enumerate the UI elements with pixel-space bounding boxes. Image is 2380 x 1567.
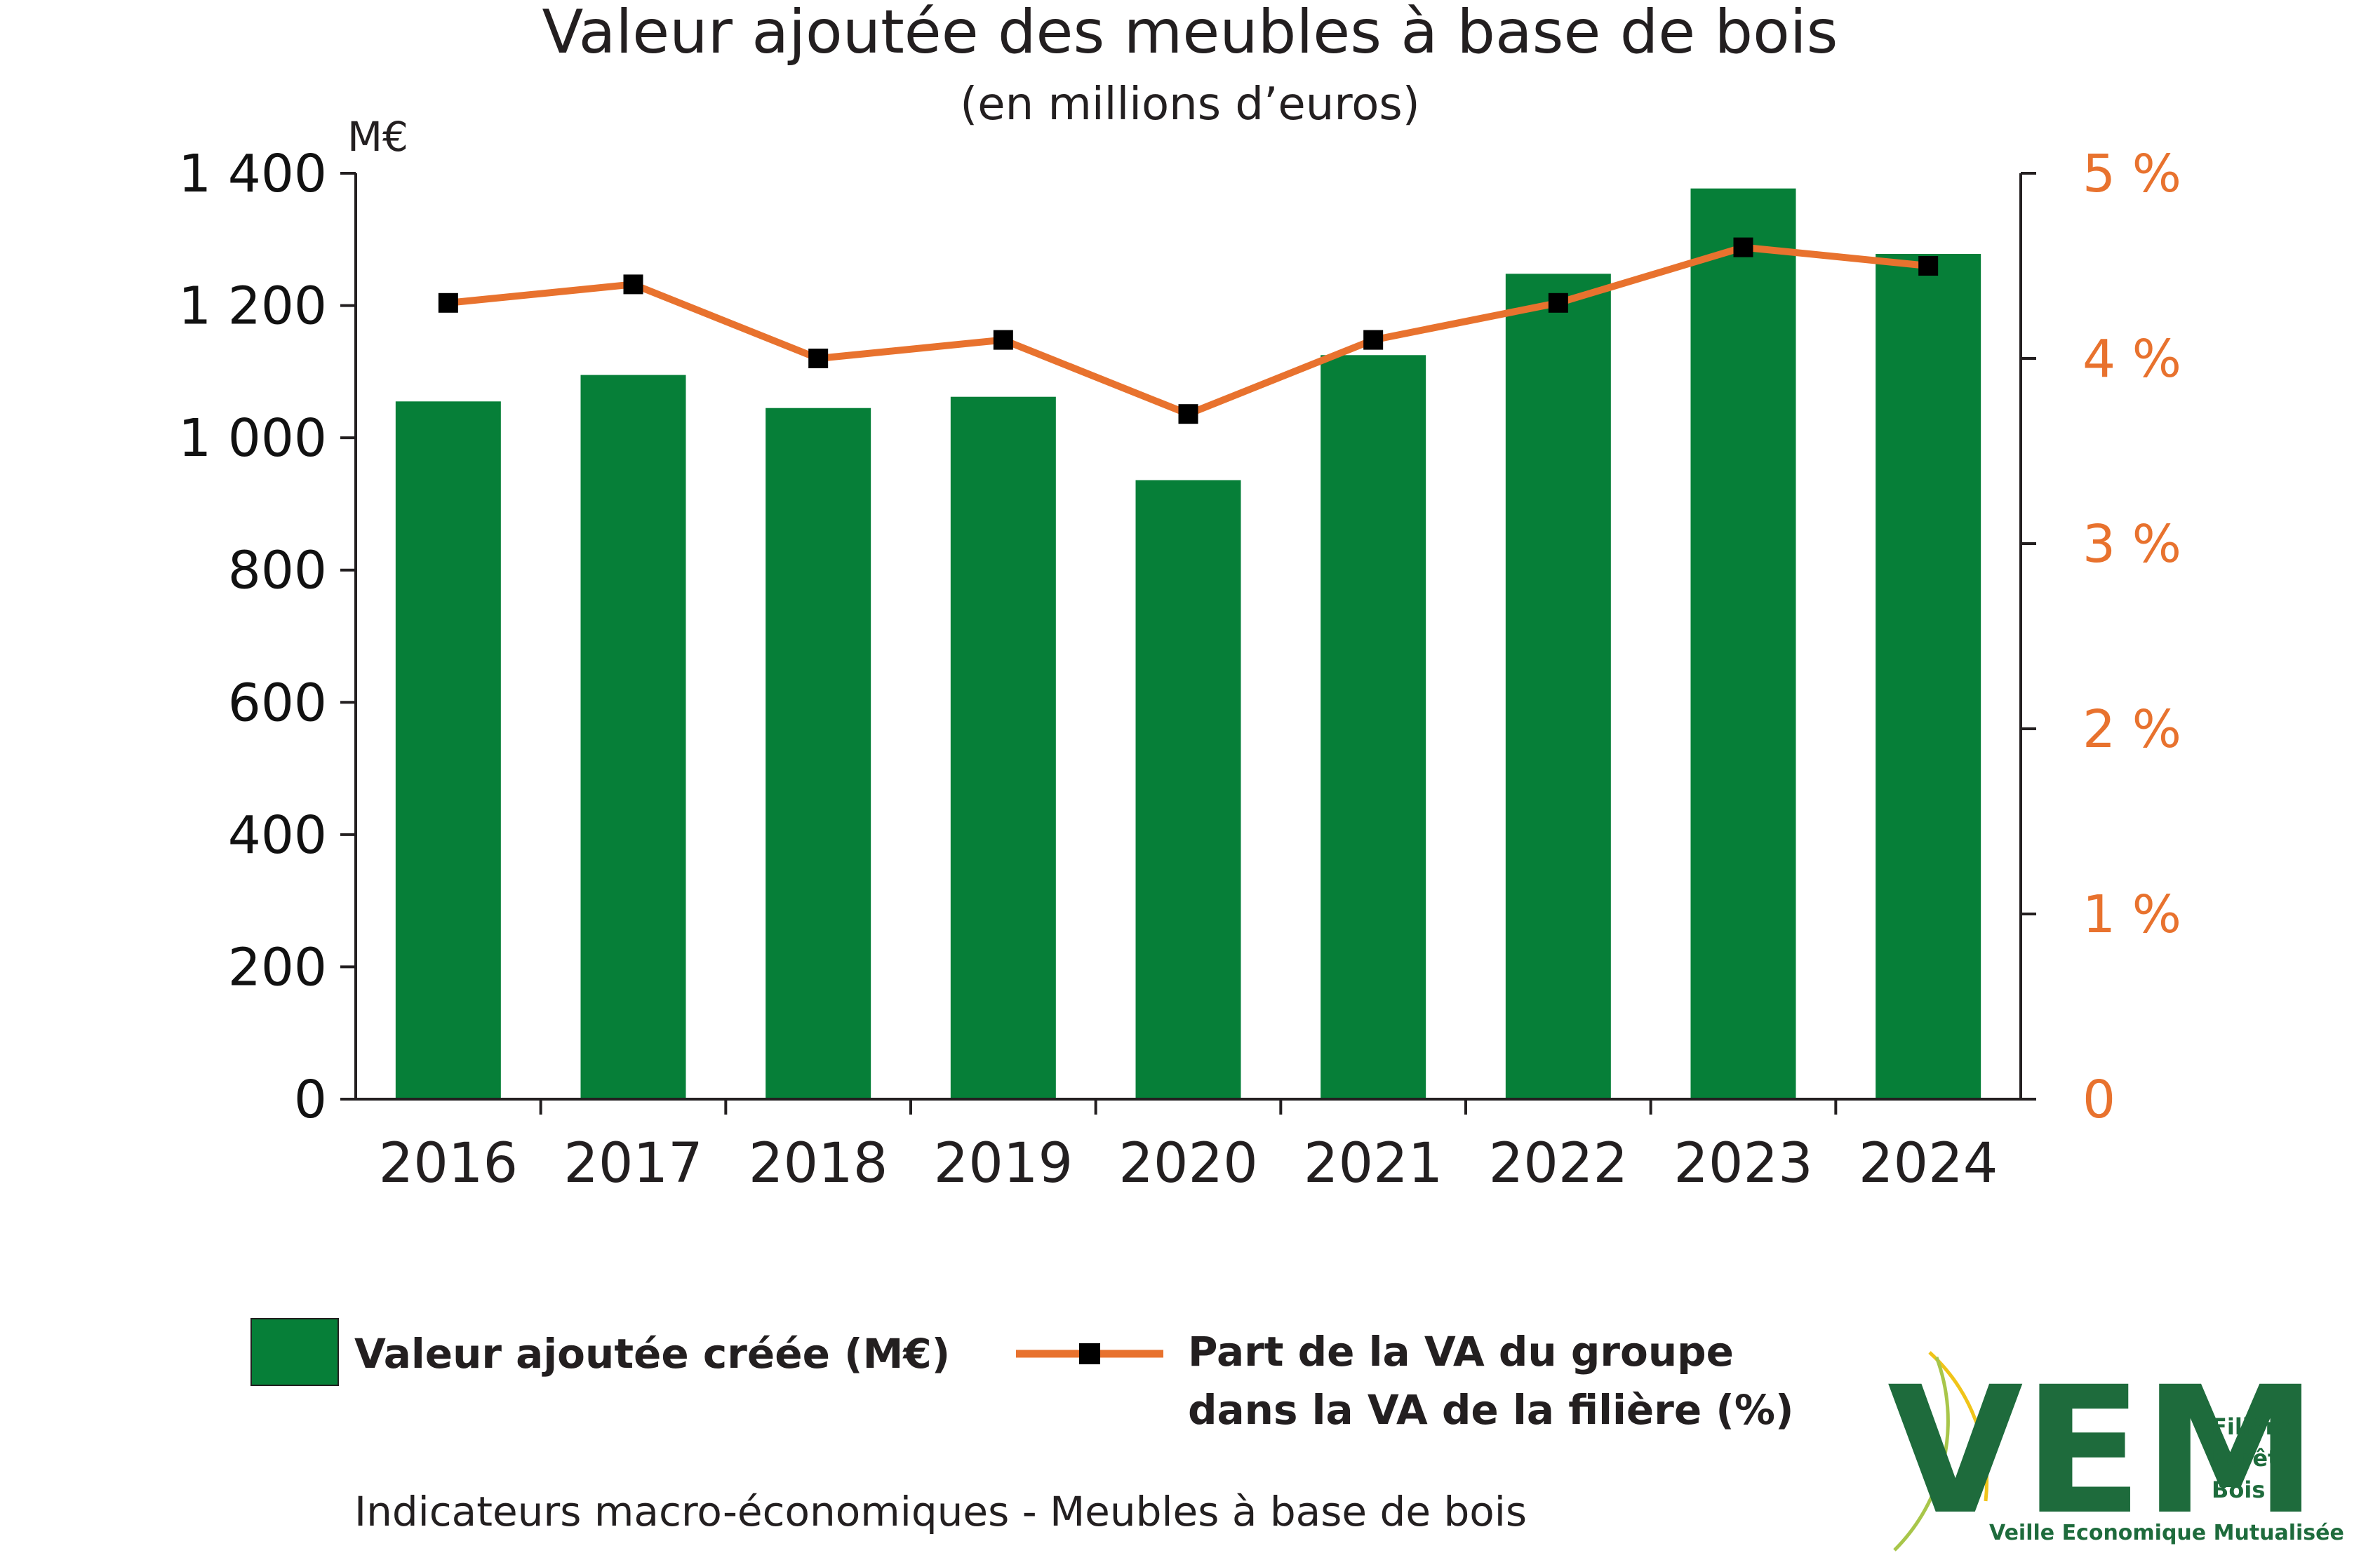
y2-tick-label: 0 bbox=[2082, 1070, 2115, 1130]
x-tick-label: 2019 bbox=[934, 1132, 1074, 1195]
logo-bois: Bois bbox=[2212, 1477, 2265, 1503]
line-marker-2020 bbox=[1178, 404, 1198, 424]
y2-tick-label: 1 % bbox=[2082, 885, 2181, 945]
x-tick-label: 2018 bbox=[749, 1132, 888, 1195]
y-tick-label: 600 bbox=[228, 673, 327, 733]
y-axis-unit: M€ bbox=[347, 113, 408, 161]
logo-filiere: Filière bbox=[2212, 1413, 2292, 1440]
bar-2020 bbox=[1135, 480, 1241, 1099]
legend-line-marker bbox=[1079, 1343, 1100, 1364]
logo-foret: Forêt bbox=[2212, 1445, 2278, 1472]
line-marker-2017 bbox=[623, 274, 643, 295]
left-axis-ticks: 0 200 400 600 800 1 000 1 200 1 400 bbox=[178, 144, 356, 1130]
legend-bar-label: Valeur ajoutée créée (M€) bbox=[354, 1330, 950, 1378]
vem-logo: VEM Filière Forêt Bois Veille Economique… bbox=[1887, 1349, 2344, 1553]
y-tick-label: 0 bbox=[294, 1070, 327, 1130]
x-tick-label: 2023 bbox=[1673, 1132, 1813, 1195]
x-tick-label: 2017 bbox=[563, 1132, 703, 1195]
line-marker-2023 bbox=[1733, 237, 1753, 257]
y-tick-label: 1 400 bbox=[178, 144, 327, 204]
x-tick-label: 2022 bbox=[1489, 1132, 1629, 1195]
bar-series bbox=[395, 188, 1981, 1100]
x-tick-label: 2016 bbox=[379, 1132, 519, 1195]
legend-line-label-1: Part de la VA du groupe bbox=[1188, 1328, 1734, 1376]
line-marker-2024 bbox=[1918, 256, 1939, 276]
line-marker-2021 bbox=[1363, 330, 1384, 350]
y2-tick-label: 4 % bbox=[2082, 329, 2181, 389]
y2-tick-label: 2 % bbox=[2082, 699, 2181, 760]
line-series bbox=[438, 237, 1939, 424]
legend: Valeur ajoutée créée (M€) Part de la VA … bbox=[250, 1318, 1794, 1434]
line-marker-2022 bbox=[1548, 292, 1568, 313]
right-axis-ticks: 0 1 % 2 % 3 % 4 % 5 % bbox=[2021, 144, 2181, 1130]
logo-arc-yellow bbox=[1928, 1351, 1988, 1502]
axes bbox=[354, 173, 2022, 1115]
line-marker-2016 bbox=[438, 292, 458, 313]
bar-2016 bbox=[395, 401, 501, 1099]
chart-subtitle: (en millions d’euros) bbox=[960, 79, 1419, 130]
bar-2024 bbox=[1876, 254, 1981, 1099]
y-tick-label: 400 bbox=[228, 805, 327, 866]
bar-2019 bbox=[950, 396, 1056, 1099]
y-tick-label: 200 bbox=[228, 937, 327, 997]
logo-letters: VEM bbox=[1887, 1349, 2318, 1553]
x-tick-label: 2020 bbox=[1118, 1132, 1258, 1195]
y-tick-label: 800 bbox=[228, 541, 327, 601]
legend-bar-swatch bbox=[250, 1318, 339, 1386]
line-marker-2018 bbox=[808, 349, 829, 368]
bar-2017 bbox=[580, 375, 686, 1099]
x-tick-label: 2021 bbox=[1304, 1132, 1443, 1195]
x-tick-label: 2024 bbox=[1859, 1132, 1998, 1195]
footer-text: Indicateurs macro-économiques - Meubles … bbox=[354, 1488, 1527, 1535]
y-tick-label: 1 000 bbox=[178, 408, 327, 469]
x-axis-ticks: 2016 2017 2018 2019 2020 2021 2022 2023 2024 bbox=[379, 1132, 1998, 1195]
logo-arc-green bbox=[1893, 1357, 1950, 1552]
bar-2022 bbox=[1505, 274, 1611, 1099]
bar-2023 bbox=[1690, 188, 1796, 1100]
bar-2018 bbox=[766, 408, 871, 1099]
chart-title: Valeur ajoutée des meubles à base de boi… bbox=[542, 0, 1838, 67]
y2-tick-label: 3 % bbox=[2082, 514, 2181, 574]
legend-line-label-2: dans la VA de la filière (%) bbox=[1188, 1386, 1794, 1434]
line-marker-2019 bbox=[993, 330, 1013, 350]
y-tick-label: 1 200 bbox=[178, 276, 327, 337]
bar-2021 bbox=[1321, 355, 1426, 1100]
y2-tick-label: 5 % bbox=[2082, 144, 2181, 204]
logo-tagline: Veille Economique Mutualisée bbox=[1989, 1521, 2344, 1545]
